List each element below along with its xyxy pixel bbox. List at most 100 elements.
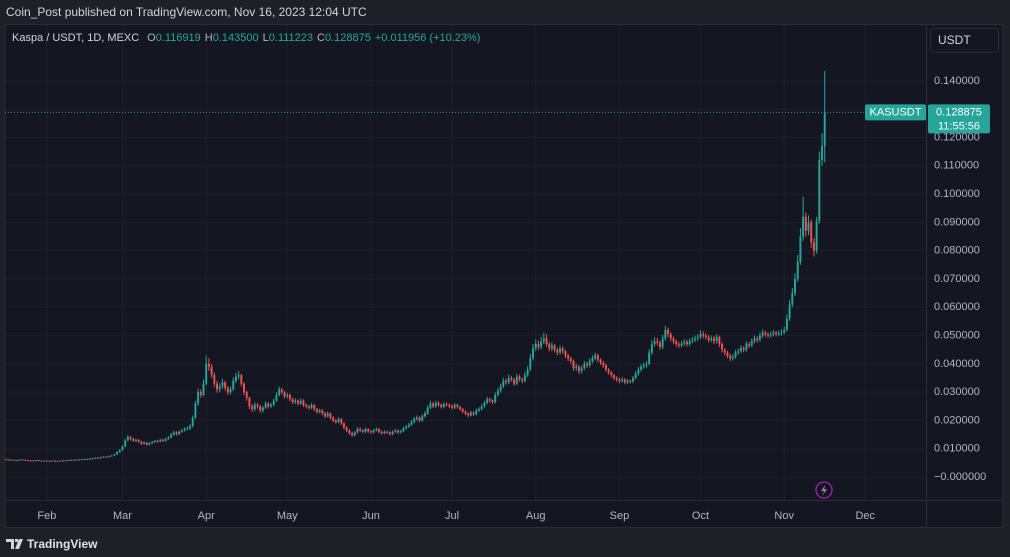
- candle-body: [669, 334, 672, 339]
- legend-value: 0.128875: [325, 32, 371, 44]
- candle-body: [599, 359, 602, 363]
- candle-body: [351, 433, 354, 436]
- candle-body: [113, 454, 116, 456]
- candle-body: [232, 380, 235, 390]
- grid: [6, 25, 926, 500]
- candle-body: [464, 411, 467, 414]
- candle-body: [634, 373, 637, 379]
- y-tick-label: 0.010000: [934, 443, 980, 455]
- candle-body: [397, 430, 399, 433]
- legend-symbol: Kaspa / USDT, 1D, MEXC: [12, 32, 139, 44]
- y-tick-label: 0.100000: [934, 188, 980, 200]
- footer-logo: [6, 539, 23, 549]
- legend-value: 0.111223: [269, 32, 313, 44]
- candle-body: [761, 332, 764, 336]
- candle-body: [734, 352, 737, 357]
- candle-body: [572, 361, 575, 369]
- candle-body: [40, 460, 43, 462]
- legend-value: 0.116919: [156, 32, 201, 44]
- candle-body: [432, 403, 435, 407]
- candle-body: [170, 434, 173, 438]
- candle-body: [399, 431, 402, 433]
- candle-body: [32, 460, 35, 462]
- candle-body: [513, 379, 516, 384]
- candle-body: [229, 389, 232, 393]
- x-tick-label: Sep: [610, 510, 630, 522]
- candle-body: [418, 417, 421, 421]
- candle-body: [183, 428, 186, 431]
- candle-body: [707, 337, 710, 340]
- candle-body: [337, 419, 340, 422]
- candle-body: [461, 409, 464, 412]
- candle-body: [750, 341, 753, 346]
- candle-body: [448, 404, 451, 407]
- candle-body: [353, 432, 356, 436]
- x-tick-label: Aug: [526, 510, 546, 522]
- candle-body: [740, 348, 742, 352]
- candle-body: [818, 160, 821, 221]
- candle-body: [496, 390, 499, 396]
- candle-body: [791, 293, 794, 305]
- candle-body: [488, 399, 491, 401]
- candle-body: [726, 352, 729, 356]
- candle-body: [97, 457, 100, 459]
- candle-body: [626, 380, 629, 383]
- legend-change: +0.011956 (+10.23%): [375, 32, 481, 44]
- candle-body: [29, 460, 32, 462]
- candle-body: [442, 404, 445, 407]
- candle-body: [656, 341, 659, 343]
- candle-body: [548, 344, 551, 349]
- candle-body: [696, 337, 699, 339]
- y-tick-label: 0.080000: [934, 245, 980, 257]
- candle-body: [505, 380, 507, 383]
- candle-body: [237, 375, 240, 377]
- candle-body: [780, 332, 783, 334]
- candle-body: [653, 341, 656, 345]
- candle-body: [199, 392, 202, 396]
- candle-body: [426, 407, 429, 414]
- candle-body: [5, 459, 8, 461]
- candle-body: [278, 389, 281, 396]
- y-tick-label: 0.030000: [934, 386, 980, 398]
- candle-body: [526, 369, 529, 376]
- candle-body: [699, 334, 702, 338]
- currency-button[interactable]: [930, 28, 999, 53]
- currency-button-label[interactable]: USDT: [938, 33, 971, 47]
- candle-body: [494, 395, 497, 403]
- candle-body: [569, 358, 572, 362]
- candle-body: [812, 242, 815, 251]
- candle-body: [167, 437, 170, 439]
- candle-body: [802, 216, 805, 237]
- candle-body: [64, 460, 67, 462]
- candle-body: [475, 410, 478, 415]
- candle-body: [380, 431, 383, 434]
- candle-body: [491, 400, 494, 403]
- candle-body: [542, 338, 545, 342]
- candle-body: [648, 352, 651, 364]
- candle-body: [243, 383, 246, 393]
- candle-body: [677, 344, 680, 346]
- candle-body: [118, 450, 121, 453]
- candle-body: [48, 460, 51, 462]
- event-icon[interactable]: [815, 481, 833, 499]
- candle-body: [591, 358, 594, 362]
- candle-body: [53, 460, 56, 462]
- candle-body: [623, 379, 626, 383]
- candle-body: [288, 395, 291, 400]
- candle-body: [721, 344, 724, 350]
- candle-body: [324, 413, 327, 417]
- candle-body: [567, 355, 570, 359]
- candle-body: [16, 460, 19, 462]
- candle-body: [359, 428, 362, 431]
- candle-body: [534, 344, 537, 349]
- candle-body: [334, 420, 337, 422]
- candle-body: [129, 436, 132, 439]
- candle-body: [391, 431, 394, 435]
- candle-body: [315, 409, 318, 412]
- candle-body: [688, 341, 691, 345]
- candle-body: [342, 423, 345, 428]
- candle-body: [291, 399, 294, 403]
- candle-body: [132, 438, 135, 441]
- candle-body: [102, 456, 105, 458]
